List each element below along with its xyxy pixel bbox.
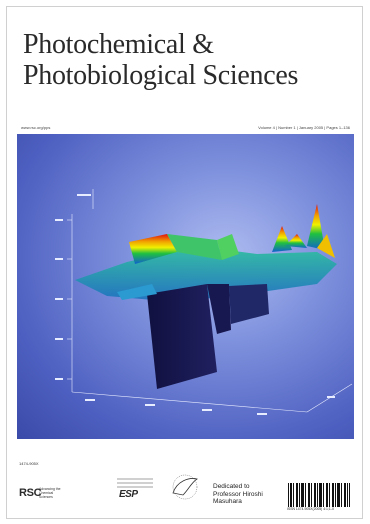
journal-cover: Photochemical & Photobiological Sciences…: [6, 6, 363, 519]
journal-url: www.rsc.org/pps: [21, 125, 51, 130]
title-line-2: Photobiological Sciences: [23, 60, 299, 91]
surface-plot: [75, 204, 337, 389]
issue-details: Volume 4 | Number 1 | January 2005 | Pag…: [258, 125, 350, 130]
barcode-icon: [287, 481, 351, 511]
3d-surface-plot-image: [55, 189, 353, 415]
cover-footer: 1474-905X RSC Advancing the Chemical Sci…: [17, 441, 354, 517]
title-line-1: Photochemical &: [23, 29, 214, 60]
society-logo-text: ESP: [119, 489, 138, 500]
rsc-logo: RSC: [19, 487, 42, 499]
publisher-tagline: Advancing the Chemical Sciences: [39, 487, 61, 499]
issn-label: 1474-905X: [19, 461, 39, 466]
issue-info-strip: www.rsc.org/pps Volume 4 | Number 1 | Ja…: [17, 123, 354, 133]
dedication-text: Dedicated to Professor Hiroshi Masuhara: [213, 483, 263, 505]
barcode-number: ISSN 1474-905X(2005) 4:1;1-X: [287, 507, 335, 511]
journal-title: Photochemical & Photobiological Sciences: [23, 29, 298, 91]
plot-axes: [67, 189, 353, 413]
cover-artwork: [17, 134, 354, 439]
esp-logo-icon: [117, 478, 153, 488]
axis-tick-marks: [55, 194, 335, 415]
bird-emblem-icon: [172, 474, 198, 500]
